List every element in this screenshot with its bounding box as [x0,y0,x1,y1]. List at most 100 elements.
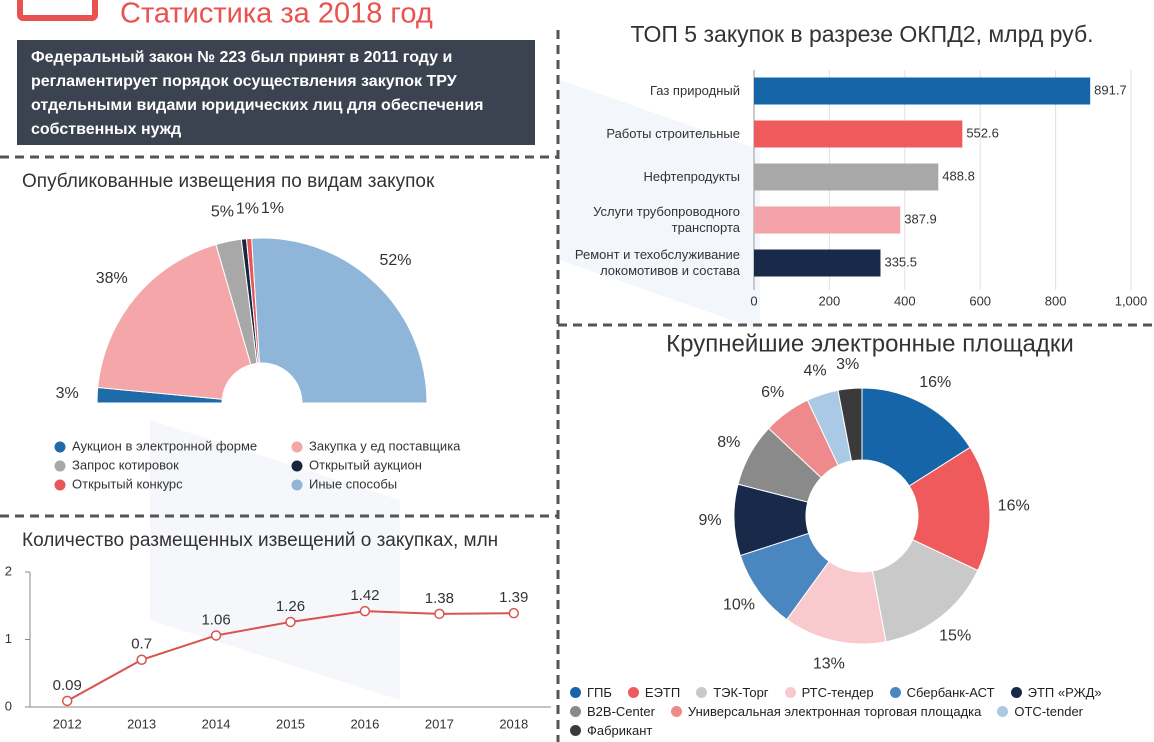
point [285,616,296,628]
point [210,630,222,641]
value-label: 6% [761,384,784,401]
value-label: 1.39 [499,589,528,606]
x-tick-label: 800 [1045,293,1067,308]
legend-marker [670,705,682,717]
legend-marker [570,724,581,736]
x-tick-label: 400 [894,293,916,308]
watermark [150,420,400,700]
legend-label: Иные способы [309,476,397,491]
legend-label: ЭТП «РЖД» [1027,684,1102,700]
value-label: 5% [211,203,234,220]
value-label: 16% [998,498,1030,515]
legend-marker [997,705,1009,717]
category-label-box: Услуги трубопроводного транспорта [593,204,740,235]
legend-label: Открытый конкурс [72,476,183,491]
x-tick-label: 2016 [350,716,379,731]
description: Федеральный закон № 223 был принят в 201… [17,40,535,145]
chart-title: Крупнейшие электронные площадки [666,330,1074,357]
value-label: 891.7 [1094,82,1127,97]
legend-label: Сбербанк-АСТ [906,684,995,700]
value-label: 1% [236,200,259,217]
legend-label: Аукцион в электронной форме [72,438,257,453]
value-label: 38% [96,270,128,287]
chart-title: Опубликованные извещения по видам закупо… [22,171,435,192]
legend-marker [291,441,303,453]
legend-marker [54,479,66,491]
bar [754,249,881,277]
legend-label: ТЭК-Торг [713,684,769,700]
value-label: 1.06 [201,611,230,628]
y-tick-label: Нефтепродукты [643,169,741,184]
value-label: 16% [919,374,951,391]
chart-title: ТОП 5 закупок в разрезе ОКПД2, млрд руб. [630,21,1093,47]
value-label: 335.5 [884,254,917,269]
x-tick-label: 200 [819,293,841,308]
value-label: 10% [723,597,755,614]
point [61,695,73,707]
legend-label: РТС-тендер [801,684,874,700]
slice [97,243,252,400]
legend-label: Закупка у ед поставщика [309,438,461,453]
bar [754,163,939,191]
category-label-box: Работы строительные [606,126,740,141]
value-label: 552.6 [966,125,999,140]
legend-label: ЕЭТП [644,684,681,700]
legend-marker [889,686,901,698]
bar [754,120,963,148]
legend-label: Запрос котировок [72,457,179,472]
legend-marker [291,479,303,491]
value-label: 15% [939,627,971,644]
value-label: 52% [379,252,411,269]
legend-marker [291,460,303,472]
y-tick-label: 1 [5,631,12,646]
legend-marker [784,686,796,698]
icon [17,0,98,21]
value-label: 8% [717,434,740,451]
legend-label: ГПБ [587,684,612,700]
legend-label: B2B-Center [587,703,655,719]
y-tick-label: 0 [5,698,12,713]
legend-label: Открытый аукцион [309,457,422,472]
value-label: 1% [261,200,284,217]
legend-item: Универсальная электронная торговая площа… [670,703,981,719]
value-label: 488.8 [942,168,975,183]
category-label-box: Газ природный [649,83,740,98]
value-label: 3% [836,356,859,373]
legend-item: B2B-Center [570,703,655,719]
y-tick-label: Ремонт и техобслуживание локомотивов и с… [574,247,740,278]
bar [754,77,1091,105]
legend-item: РТС-тендер [784,684,874,700]
x-tick-label: 2018 [499,716,528,731]
legend-item: Фабрикант [570,722,652,738]
x-tick-label: 1,000 [1115,293,1148,308]
value-label: 9% [699,512,722,529]
x-tick-label: 0 [750,293,757,308]
legend-label: Фабрикант [587,722,653,738]
legend-item: ТЭК-Торг [696,684,769,700]
legend-marker [54,460,66,472]
x-tick-label: 2013 [127,716,156,731]
x-tick-label: 600 [969,293,991,308]
point [136,654,147,665]
legend-item: ЭТП «РЖД» [1010,684,1102,700]
y-tick-label: 2 [5,563,12,578]
legend-marker [627,686,639,698]
value-label: 1.26 [276,598,305,615]
category-label-box: Нефтепродукты [643,169,741,184]
watermark [560,80,760,330]
y-tick-label: Газ природный [649,83,740,98]
value-label: 1.42 [350,587,379,604]
value-label: 3% [56,385,79,402]
legend-marker [696,686,708,698]
legend-marker [54,441,66,453]
value-label: 0.7 [131,636,152,653]
slice [251,237,428,404]
point [434,608,445,620]
slice [837,387,863,462]
legend-item: ГПБ [570,684,612,700]
value-label: 4% [803,363,826,380]
point [508,607,520,619]
chart-title: Количество размещенных извещений о закуп… [22,530,498,551]
x-tick-label: 2017 [425,716,454,731]
y-tick-label: Работы строительные [606,126,740,141]
